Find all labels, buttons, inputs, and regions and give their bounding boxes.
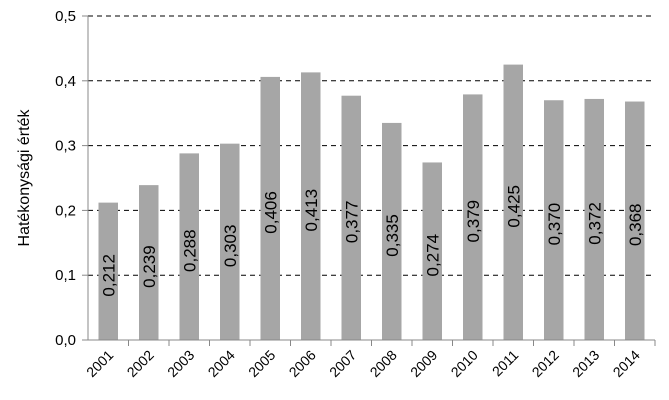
x-tick-label: 2013 xyxy=(569,347,602,380)
y-tick-label: 0,3 xyxy=(55,138,76,155)
x-tick-label: 2001 xyxy=(83,347,116,380)
y-tick-label: 0,4 xyxy=(55,73,76,90)
bar xyxy=(503,64,523,340)
bar xyxy=(463,94,483,341)
data-label: 0,303 xyxy=(221,225,240,268)
y-tick-labels: 0,0 0,1 0,2 0,3 0,4 0,5 xyxy=(55,8,76,349)
data-label: 0,335 xyxy=(383,214,402,257)
x-tick-label: 2010 xyxy=(448,347,481,380)
x-tick-label: 2003 xyxy=(164,347,197,380)
data-label: 0,239 xyxy=(140,245,159,288)
y-tick-label: 0,1 xyxy=(55,267,76,284)
data-label: 0,288 xyxy=(180,229,199,272)
x-tick-label: 2008 xyxy=(367,347,400,380)
x-tick-label: 2002 xyxy=(124,347,157,380)
y-axis-title: Hatékonysági érték xyxy=(16,109,33,247)
data-label: 0,372 xyxy=(585,202,604,245)
data-label: 0,368 xyxy=(626,203,645,246)
bars xyxy=(98,64,645,341)
bar xyxy=(584,98,604,340)
x-tick-label: 2006 xyxy=(286,347,319,380)
bar xyxy=(544,100,564,341)
gridlines xyxy=(82,15,656,346)
data-label: 0,413 xyxy=(302,189,321,232)
data-label: 0,425 xyxy=(504,185,523,228)
bar xyxy=(625,101,645,340)
bar xyxy=(179,153,199,340)
x-tick-label: 2014 xyxy=(610,347,643,380)
bar xyxy=(341,95,361,340)
data-label: 0,370 xyxy=(545,203,564,246)
data-label: 0,377 xyxy=(342,201,361,244)
x-tick-label: 2009 xyxy=(407,347,440,380)
bar xyxy=(301,72,321,340)
y-tick-label: 0,0 xyxy=(55,332,76,349)
data-label: 0,274 xyxy=(423,234,442,277)
data-labels: 0,212 0,239 0,288 0,303 0,406 0,413 0,377 0,335… xyxy=(99,185,645,297)
bar xyxy=(260,76,280,341)
data-label: 0,212 xyxy=(99,254,118,297)
bar xyxy=(382,122,402,340)
bar xyxy=(139,185,159,340)
data-label: 0,379 xyxy=(464,200,483,243)
x-tick-label: 2004 xyxy=(205,347,238,380)
bar xyxy=(422,162,442,340)
x-tick-label: 2005 xyxy=(245,347,278,380)
y-tick-label: 0,2 xyxy=(55,202,76,219)
x-tick-label: 2007 xyxy=(326,347,359,380)
data-label: 0,406 xyxy=(261,191,280,234)
y-tick-label: 0,5 xyxy=(55,8,76,25)
bar xyxy=(98,202,118,340)
x-tick-label: 2011 xyxy=(489,347,522,380)
x-tick-label: 2012 xyxy=(529,347,562,380)
x-tick-labels: 2001 2002 2003 2004 2005 2006 2007 2008 2009 2010… xyxy=(83,347,643,380)
bar xyxy=(220,143,240,340)
